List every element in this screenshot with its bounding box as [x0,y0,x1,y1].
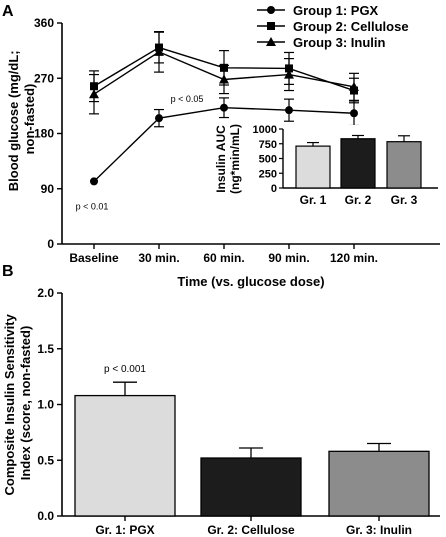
panel-b-label: B [2,263,14,280]
inset-bar-gr-2 [340,138,376,189]
panel-a-ylabel-line-1: Blood glucose (mg/dL; [6,50,21,191]
panel-b-xtick-label-gr-3-inulin: Gr. 3: Inulin [346,523,412,537]
inset-ylabel-line-1: Insulin AUC [214,125,228,193]
inset-xtick-label-gr-2: Gr. 2 [345,193,372,207]
legend-label-group-2-cellulose: Group 2: Cellulose [293,19,409,34]
data-point-120-min [349,81,359,91]
data-point-90-min [285,106,293,115]
panel-b-ytick-label: 1.0 [37,398,54,412]
panel-b-bar-gr-2-cellulose [200,457,302,517]
panel-b-xtick-label-gr-2-cellulose: Gr. 2: Cellulose [207,523,295,537]
data-point-60-min [219,74,229,84]
inset-bar-gr-3 [386,141,422,189]
panel-a-ylabel: Blood glucose (mg/dL; non-fasted) [6,47,37,191]
panel-b-ytick-label: 2.0 [37,286,54,300]
inset-ylabel-line-2: (ng*min/mL) [228,124,242,194]
panel-b-xtick-label-gr-1-pgx: Gr. 1: PGX [95,523,154,537]
panel-a-ytick-label: 0 [47,237,54,251]
panel-a-ylabel-line-2: non-fasted) [22,84,37,155]
panel-a-xtick-label-baseline: Baseline [69,251,119,265]
panel-a-axes: 0 90 180 270 360 Baseline 30 min. 60 min. 90 min… [34,16,440,265]
series-group-3-inulin [89,30,359,115]
panel-b-ylabel: Composite Insulin Sensitivity Index (sco… [2,311,33,496]
inset-ytick-label: 750 [259,139,277,151]
panel-b-ylabel-line-1: Composite Insulin Sensitivity [2,313,17,495]
panel-a-xtick-label-90-min: 90 min. [268,251,309,265]
panel-b-annotation: p < 0.001 [104,364,146,375]
inset-ytick-label: 250 [259,168,277,180]
legend-label-group-3-inulin: Group 3: Inulin [293,35,385,50]
inset-ylabel: Insulin AUC(ng*min/mL) [214,124,242,194]
legend-marker [267,6,275,14]
panel-a-xtick-label-30-min: 30 min. [138,251,179,265]
inset-ytick-label: 0 [271,183,277,195]
panel-a-ytick-label: 180 [34,127,54,141]
panel-a-label: A [2,3,14,20]
panel-a-ytick-label: 270 [34,71,54,85]
panel-a-ytick-label: 90 [41,182,55,196]
inset-xtick-label-gr-3: Gr. 3 [391,193,418,207]
panel-a-annotation: p < 0.05 [171,94,204,104]
panel-a-ytick-label: 360 [34,16,54,30]
panel-a-xtick-label-60-min: 60 min. [203,251,244,265]
inset-ytick-label: 500 [259,154,277,166]
panel-b-bar-gr-1-pgx [74,394,176,517]
data-point-30-min [155,114,163,123]
data-point-baseline [89,89,99,99]
legend-marker [266,37,276,46]
inset-bar-gr-1 [295,145,331,189]
legend-label-group-1-pgx: Group 1: PGX [293,3,379,18]
data-point-baseline [90,177,98,186]
panel-a-xtick-label-120-min: 120 min. [330,251,378,265]
panel-b-ytick-label: 0.0 [37,509,54,523]
panel-b-ytick-label: 1.5 [37,342,54,356]
inset-xtick-label-gr-1: Gr. 1 [300,193,327,207]
data-point-60-min [220,103,228,112]
panel-a-xlabel: Time (vs. glucose dose) [177,274,324,289]
data-point-90-min [284,69,294,79]
inset-ytick-label: 1000 [253,124,277,136]
data-point-120-min [350,109,358,118]
legend-marker [267,22,275,30]
panel-b-ylabel-line-2: Index (score, non-fasted) [18,326,33,481]
panel-a-annotation: p < 0.01 [76,201,109,211]
data-point-30-min [154,46,164,56]
panel-a-series: p < 0.01 p < 0.05 [76,30,359,211]
panel-b-bar-gr-3-inulin [328,450,430,517]
panel-b-bars: p < 0.001 [74,364,430,517]
panel-b-ytick-label: 0.5 [37,453,54,467]
panel-a-inset: Insulin AUC(ng*min/mL) 0 250 500 750 1000 Gr. … [214,124,438,207]
